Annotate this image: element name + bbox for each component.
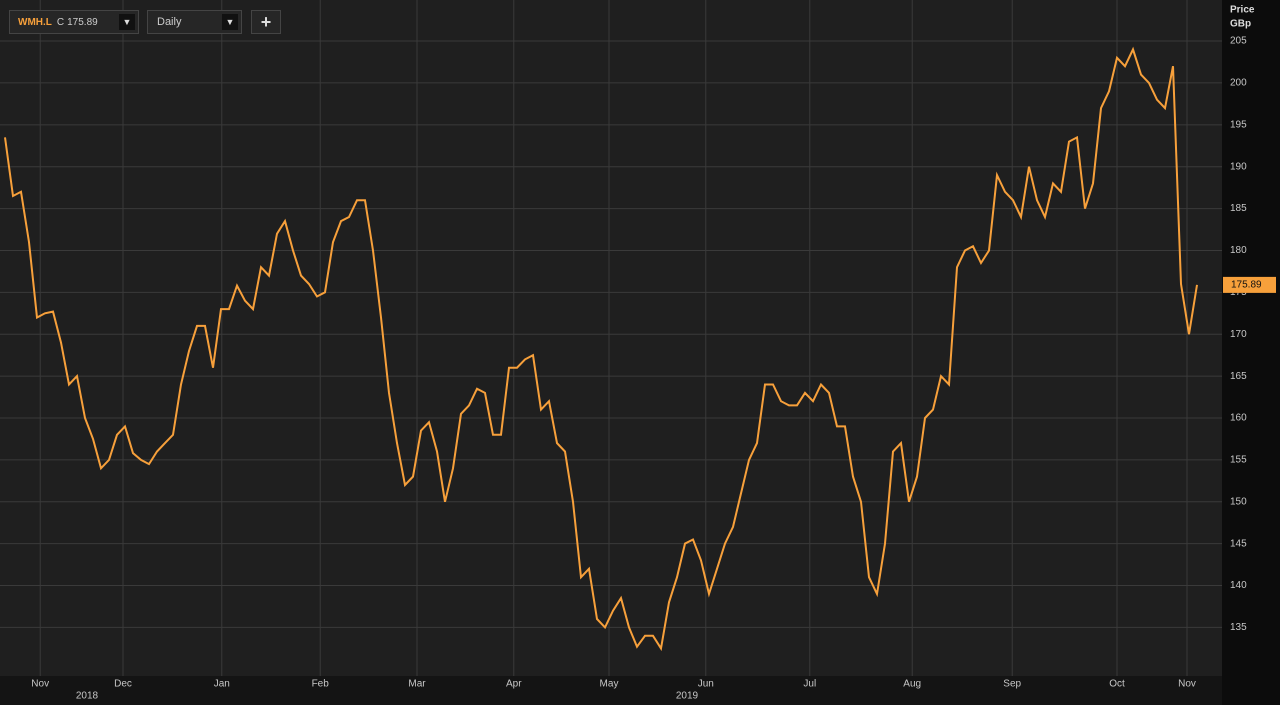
x-tick-label: Aug: [903, 679, 921, 690]
x-tick-label: Dec: [114, 679, 132, 690]
x-tick-label: Jan: [214, 679, 230, 690]
y-tick-label: 170: [1230, 329, 1247, 340]
x-tick-label: Oct: [1109, 679, 1125, 690]
last-value-label: 175.89: [1231, 280, 1262, 291]
symbol: WMH.L: [18, 16, 52, 28]
dropdown-arrow: ▼: [222, 14, 238, 30]
last-value-box: [1223, 276, 1276, 293]
y-tick-label: 180: [1230, 245, 1247, 256]
y-tick-label: 135: [1230, 622, 1247, 633]
y-tick-label: 195: [1230, 119, 1247, 130]
y-axis-area: [1222, 0, 1280, 705]
plot-area: [0, 0, 1222, 676]
y-tick-label: 165: [1230, 371, 1247, 382]
year-label: 2018: [76, 691, 99, 702]
y-axis-title: Price: [1230, 5, 1255, 16]
x-tick-label: Jul: [803, 679, 816, 690]
x-tick-label: Nov: [1178, 679, 1196, 690]
x-tick-label: May: [600, 679, 619, 690]
close-price: 175.89: [67, 16, 98, 28]
symbol-selector[interactable]: WMH.L C 175.89 ▼: [9, 10, 139, 34]
y-axis-unit: GBp: [1230, 19, 1251, 30]
interval: Daily: [157, 16, 182, 28]
x-tick-label: Mar: [408, 679, 426, 690]
x-tick-label: Nov: [31, 679, 49, 690]
x-tick-label: Feb: [312, 679, 330, 690]
x-tick-label: Jun: [698, 679, 714, 690]
close-prefix: C: [56, 16, 65, 28]
x-tick-label: Sep: [1003, 679, 1021, 690]
x-axis-area: [0, 676, 1222, 705]
price-line: [4, 46, 1198, 652]
interval-selector[interactable]: Daily ▼: [147, 10, 242, 34]
y-tick-label: 155: [1230, 455, 1247, 466]
y-tick-label: 190: [1230, 161, 1247, 172]
y-tick-label: 205: [1230, 36, 1247, 47]
y-tick-label: 185: [1230, 203, 1247, 214]
x-tick-label: Apr: [506, 679, 522, 690]
y-tick-label: 160: [1230, 413, 1247, 424]
add-button[interactable]: +: [251, 10, 281, 34]
y-tick-label: 140: [1230, 580, 1247, 591]
y-tick-label: 145: [1230, 538, 1247, 549]
dropdown-arrow: ▼: [119, 14, 135, 30]
y-tick-label: 200: [1230, 78, 1247, 89]
year-label: 2019: [676, 691, 699, 702]
y-tick-label: 150: [1230, 496, 1247, 507]
